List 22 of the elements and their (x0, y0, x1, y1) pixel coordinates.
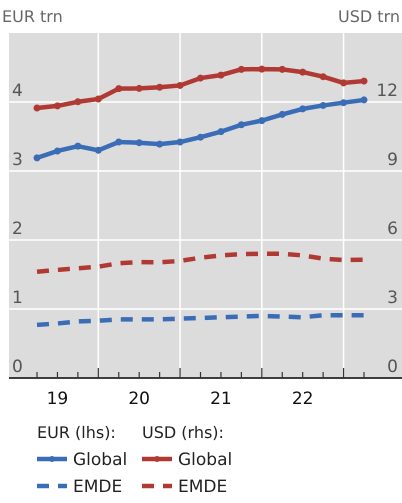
x-tick-label: 21 (210, 389, 232, 409)
y-axis-title: EUR trn (2, 7, 63, 26)
y-tick-label: 3 (12, 150, 23, 170)
text: USD (rhs): (142, 423, 224, 442)
y2-tick-label: 9 (387, 150, 398, 170)
y-tick-label: 1 (12, 288, 23, 308)
x-tick-label: 20 (128, 389, 150, 409)
x-tick-label: 19 (46, 389, 68, 409)
y-tick-label: 4 (12, 81, 23, 101)
legend-label: Global (73, 450, 128, 470)
legend-label: EMDE (178, 477, 228, 497)
x-tick-label: 22 (292, 389, 314, 409)
y-tick-label: 0 (12, 357, 23, 377)
y2-axis-title: USD trn (338, 7, 400, 26)
y2-tick-label: 0 (387, 357, 398, 377)
y2-tick-label: 12 (376, 81, 398, 101)
text: EUR (lhs): (37, 423, 116, 442)
legend-label: EMDE (73, 477, 122, 497)
y2-tick-label: 6 (387, 219, 398, 239)
y-tick-label: 2 (12, 219, 23, 239)
y2-tick-label: 3 (387, 288, 398, 308)
legend-label: Global (178, 450, 232, 470)
